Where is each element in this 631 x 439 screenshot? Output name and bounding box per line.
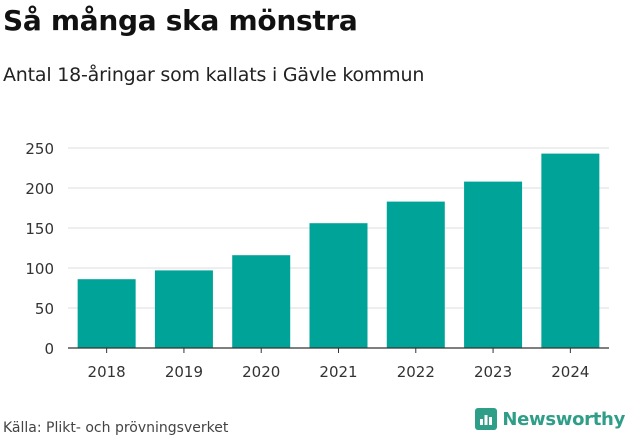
chart-title: Så många ska mönstra: [3, 4, 358, 37]
y-tick-label: 50: [35, 300, 54, 318]
x-tick-label: 2020: [242, 363, 280, 381]
bar-2024: [541, 153, 600, 348]
bar-2022: [386, 201, 445, 348]
bar-2019: [154, 270, 213, 348]
x-tick-label: 2024: [551, 363, 589, 381]
source-note: Källa: Plikt- och prövningsverket: [3, 420, 229, 436]
bar-2020: [232, 255, 291, 348]
x-tick-label: 2019: [165, 363, 203, 381]
bar-2021: [309, 223, 368, 348]
bar-2023: [464, 181, 523, 348]
brand-name: Newsworthy: [502, 408, 625, 430]
x-tick-label: 2022: [397, 363, 435, 381]
y-tick-label: 150: [25, 220, 54, 238]
y-tick-label: 200: [25, 180, 54, 198]
y-tick-label: 250: [25, 140, 54, 158]
x-tick-label: 2021: [319, 363, 357, 381]
newsworthy-logo-icon: [475, 408, 498, 430]
brand: Newsworthy: [475, 408, 625, 430]
y-tick-label: 100: [25, 260, 54, 278]
chart-subtitle: Antal 18-åringar som kallats i Gävle kom…: [3, 64, 425, 86]
x-tick-label: 2018: [88, 363, 126, 381]
bar-2018: [77, 279, 136, 348]
y-tick-label: 0: [44, 340, 54, 358]
x-tick-label: 2023: [474, 363, 512, 381]
bar-chart: 0 50 100 150 200 250 2018 2019 2020 2021 2022 2023 2…: [25, 140, 609, 381]
